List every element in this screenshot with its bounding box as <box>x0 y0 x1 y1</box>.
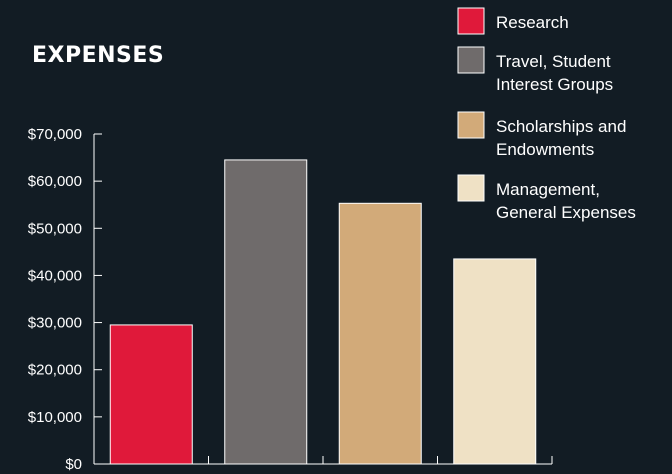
bar <box>338 202 422 465</box>
legend-label: Scholarships and <box>496 117 626 136</box>
y-tick-label: $30,000 <box>28 315 82 332</box>
legend-swatch <box>457 7 485 35</box>
legend-label: General Expenses <box>496 203 636 222</box>
legend-label: Endowments <box>496 140 594 159</box>
y-tick-label: $20,000 <box>28 362 82 379</box>
legend-label: Research <box>496 13 569 32</box>
chart-title: EXPENSES <box>32 43 164 68</box>
y-tick-label: $40,000 <box>28 267 82 284</box>
y-tick-label: $10,000 <box>28 409 82 426</box>
legend-label: Interest Groups <box>496 75 613 94</box>
legend-swatch <box>457 111 485 139</box>
y-tick-label: $0 <box>65 456 82 473</box>
y-tick-label: $60,000 <box>28 173 82 190</box>
bars <box>109 159 537 465</box>
legend-swatch <box>457 174 485 202</box>
legend-label: Travel, Student <box>496 52 611 71</box>
y-tick-label: $50,000 <box>28 220 82 237</box>
bar <box>109 324 193 465</box>
legend-swatch <box>457 46 485 74</box>
legend-label: Management, <box>496 180 600 199</box>
bar <box>224 159 308 465</box>
bar <box>453 258 537 465</box>
axes: $0 $10,000 $20,000 $30,000 $40,000 $50,000 $60… <box>28 126 553 473</box>
legend: Research Travel, Student Interest Groups Sc… <box>457 7 636 222</box>
y-tick-label: $70,000 <box>28 126 82 143</box>
